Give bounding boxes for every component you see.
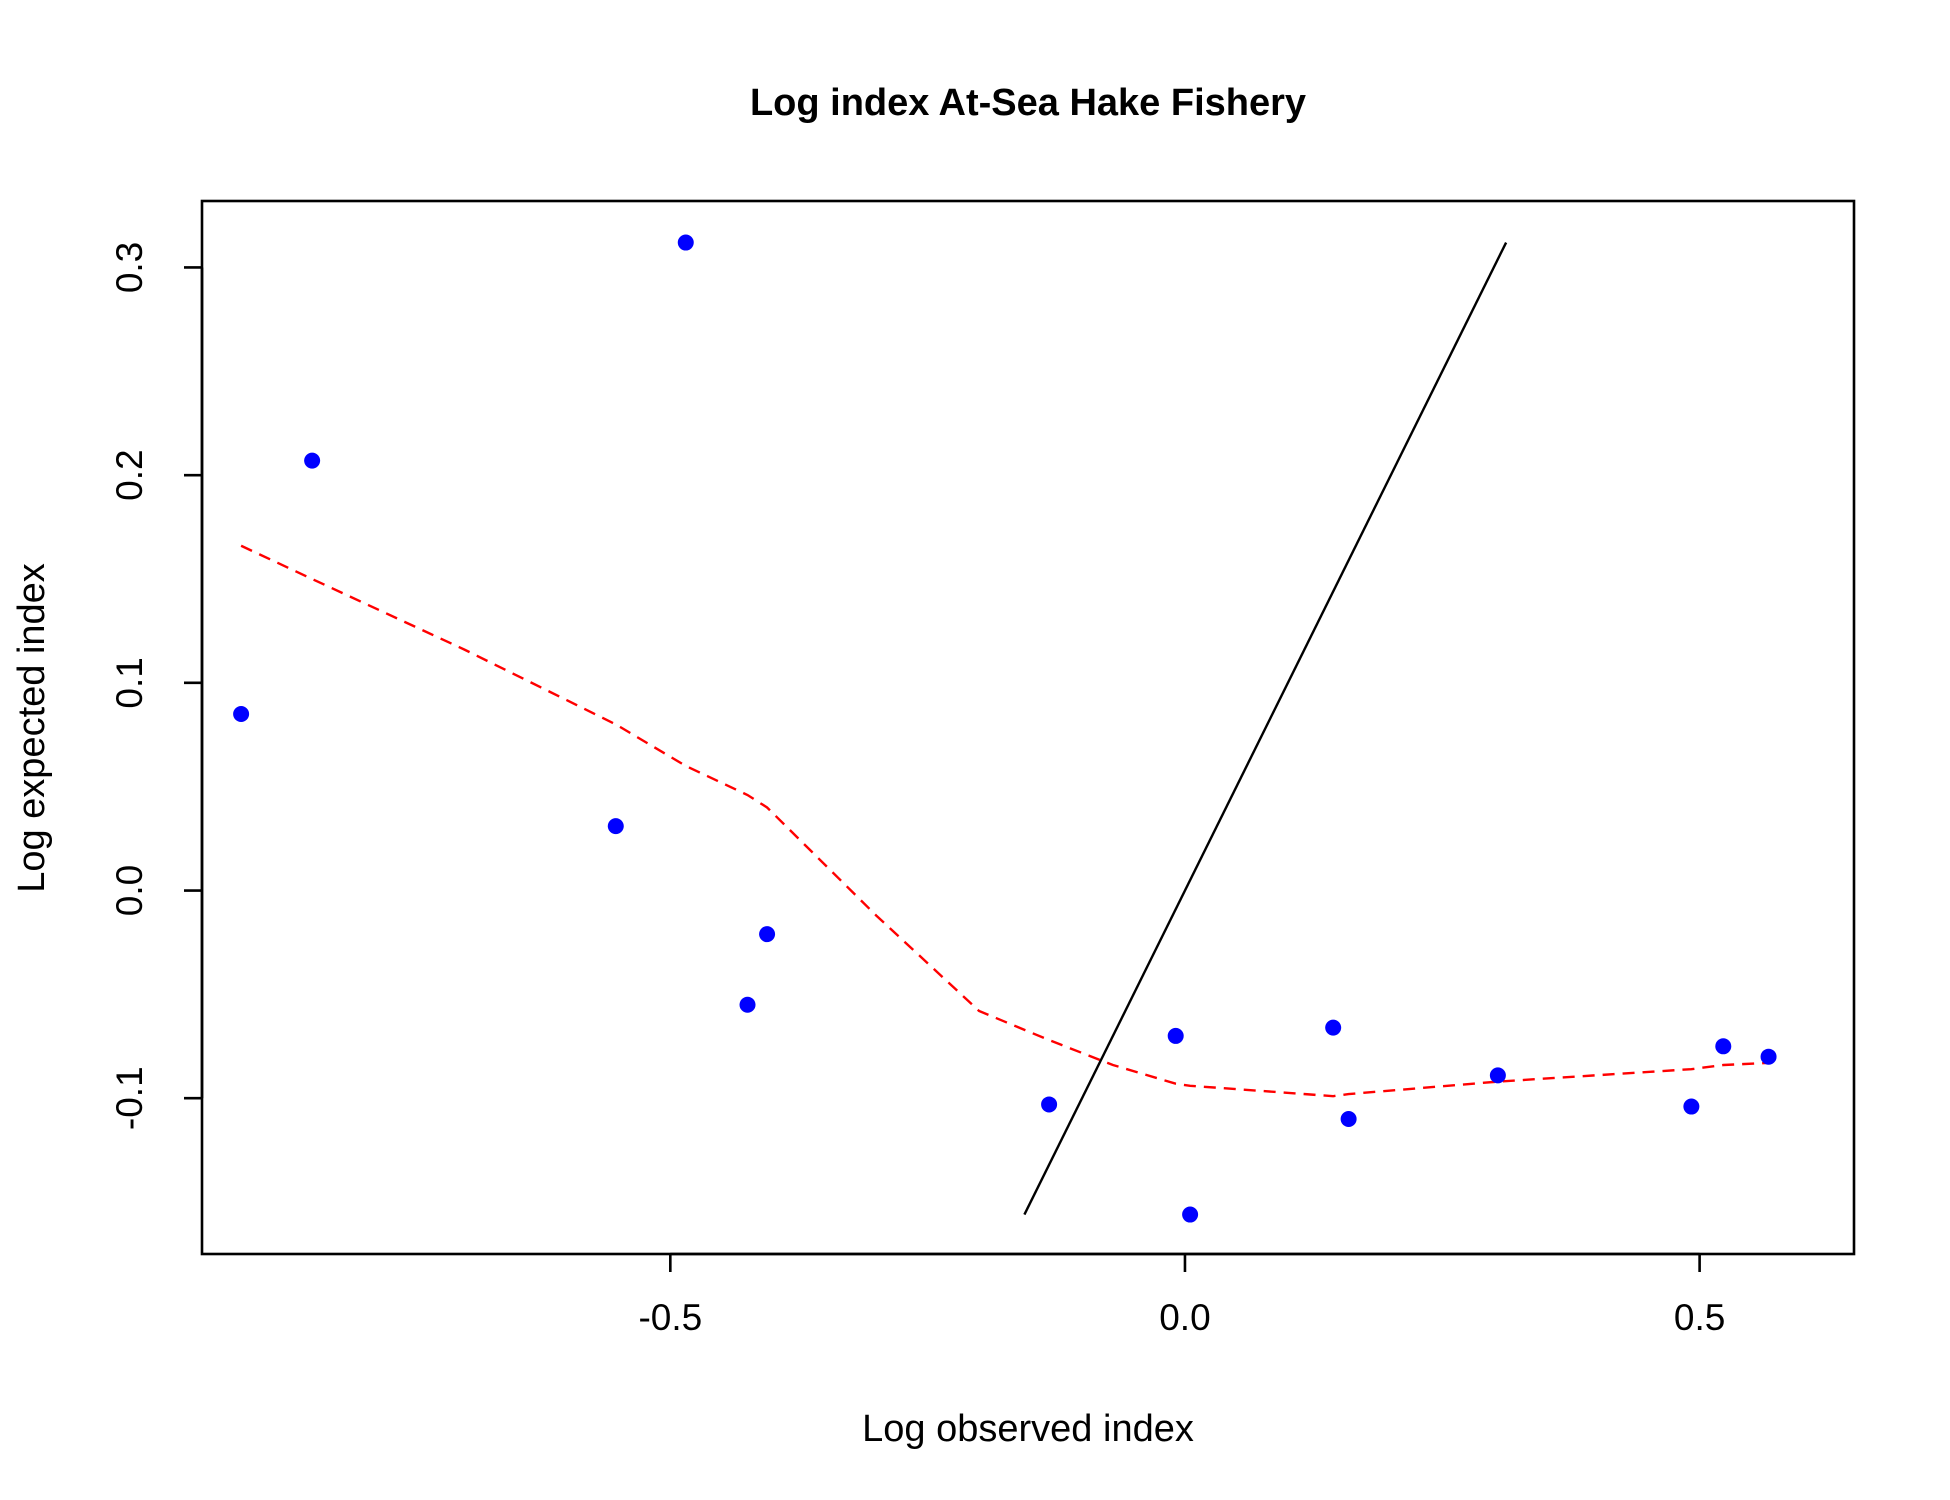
- plot-frame: [200, 199, 1856, 1256]
- x-axis-label: Log observed index: [862, 1408, 1194, 1450]
- x-tick-label: -0.5: [638, 1297, 702, 1338]
- data-point: [1489, 1067, 1506, 1084]
- data-point: [304, 452, 321, 469]
- x-axis: -0.5 0.0 0.5: [638, 1252, 1725, 1338]
- chart-title: Log index At-Sea Hake Fishery: [750, 82, 1306, 124]
- data-point: [1683, 1098, 1700, 1115]
- y-tick-label: 0.2: [109, 449, 150, 500]
- y-tick-label: 0.0: [109, 865, 150, 916]
- data-point: [607, 818, 624, 835]
- y-axis-label: Log expected index: [11, 563, 53, 893]
- smoother-line: [240, 544, 1769, 1098]
- series-layer: [233, 234, 1777, 1223]
- data-point: [759, 926, 776, 943]
- identity-line: [1023, 242, 1508, 1216]
- y-tick-label: 0.3: [109, 242, 150, 293]
- x-tick-label: 0.5: [1674, 1297, 1725, 1338]
- data-point: [1325, 1019, 1342, 1036]
- data-point: [1760, 1048, 1777, 1065]
- y-axis: -0.1 0.0 0.1 0.2 0.3: [109, 242, 204, 1130]
- data-point: [1182, 1206, 1199, 1223]
- x-tick-label: 0.0: [1159, 1297, 1210, 1338]
- y-tick-label: -0.1: [109, 1066, 150, 1130]
- data-point: [677, 234, 694, 251]
- data-point: [233, 706, 250, 722]
- data-point: [1340, 1111, 1357, 1127]
- data-point: [1041, 1096, 1058, 1113]
- data-point: [1715, 1038, 1732, 1055]
- y-tick-label: 0.1: [109, 657, 150, 708]
- data-point: [739, 996, 756, 1013]
- data-point: [1167, 1027, 1184, 1044]
